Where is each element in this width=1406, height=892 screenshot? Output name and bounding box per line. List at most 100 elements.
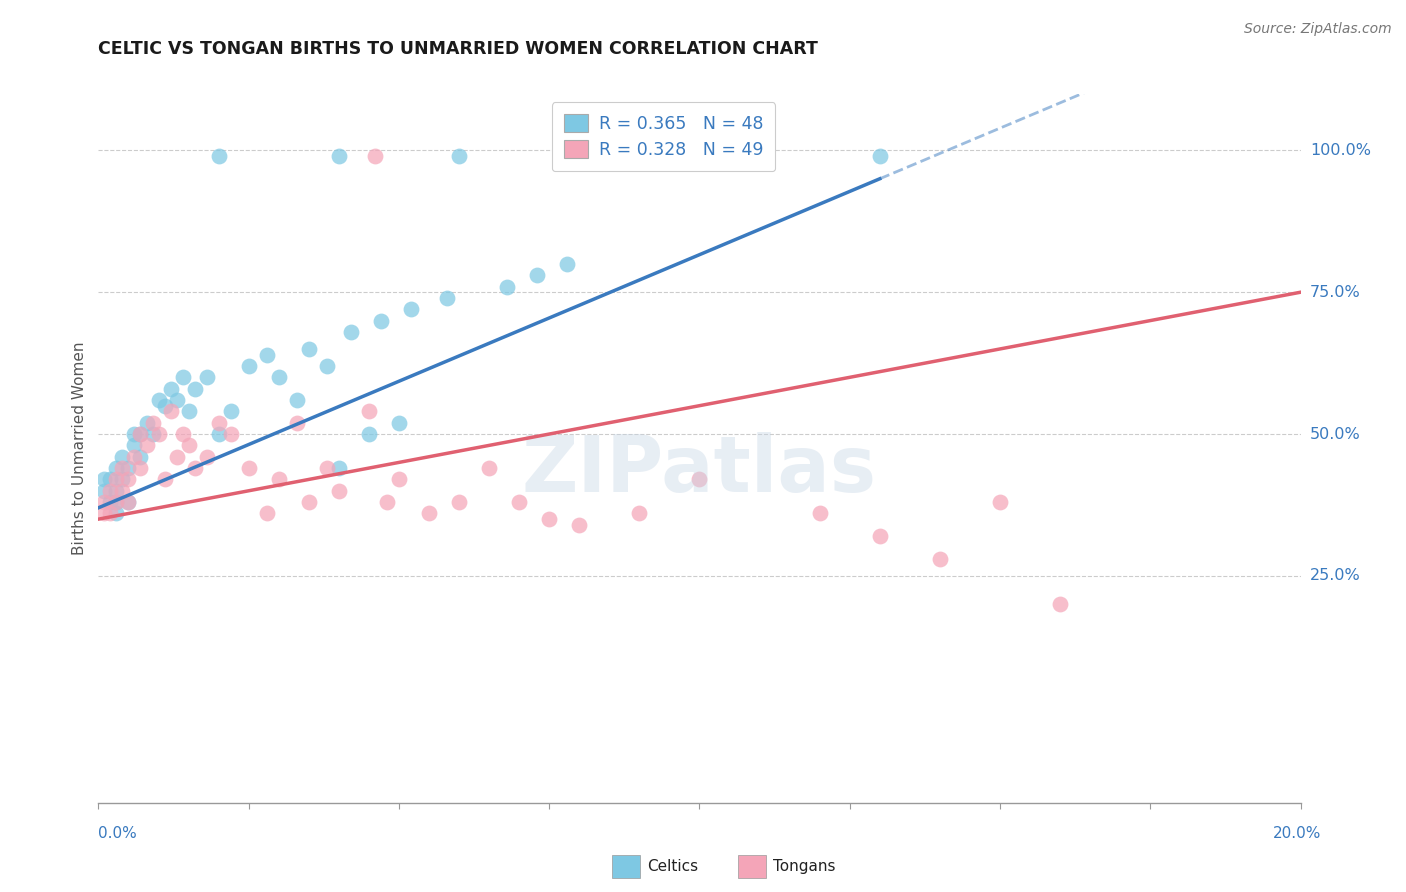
Point xyxy=(183,461,205,475)
Point xyxy=(105,472,128,486)
Point xyxy=(555,257,578,271)
Point xyxy=(172,427,194,442)
Point xyxy=(105,507,128,521)
Point xyxy=(478,461,501,475)
Point xyxy=(124,450,146,464)
Point xyxy=(166,450,188,464)
Text: 0.0%: 0.0% xyxy=(98,827,138,841)
Point xyxy=(328,461,350,475)
Point xyxy=(328,149,350,163)
Point xyxy=(688,472,710,486)
Point xyxy=(929,552,952,566)
Point xyxy=(111,461,134,475)
Point xyxy=(526,268,548,283)
Point xyxy=(100,495,122,509)
Point xyxy=(129,450,152,464)
Point xyxy=(153,399,176,413)
Point xyxy=(141,416,163,430)
Point xyxy=(364,149,387,163)
Point xyxy=(256,348,278,362)
Text: 20.0%: 20.0% xyxy=(1274,827,1322,841)
Point xyxy=(129,427,152,442)
Point xyxy=(375,495,398,509)
Text: Celtics: Celtics xyxy=(647,859,697,874)
Point xyxy=(285,416,308,430)
Point xyxy=(93,507,115,521)
Point xyxy=(124,427,146,442)
Text: CELTIC VS TONGAN BIRTHS TO UNMARRIED WOMEN CORRELATION CHART: CELTIC VS TONGAN BIRTHS TO UNMARRIED WOM… xyxy=(98,40,818,58)
Text: 25.0%: 25.0% xyxy=(1310,568,1361,583)
Point xyxy=(328,483,350,498)
Point xyxy=(153,472,176,486)
Text: Source: ZipAtlas.com: Source: ZipAtlas.com xyxy=(1244,22,1392,37)
Point xyxy=(148,392,170,407)
Point xyxy=(100,483,122,498)
Point xyxy=(208,427,231,442)
Point xyxy=(129,427,152,442)
Point xyxy=(195,370,218,384)
Point xyxy=(195,450,218,464)
Point xyxy=(298,342,321,356)
Point xyxy=(111,483,134,498)
Point xyxy=(93,483,115,498)
Point xyxy=(183,382,205,396)
Point xyxy=(135,416,157,430)
Point xyxy=(93,495,115,509)
Point xyxy=(172,370,194,384)
Point xyxy=(105,495,128,509)
Point xyxy=(219,427,242,442)
Point xyxy=(166,392,188,407)
Point xyxy=(100,507,122,521)
Point xyxy=(508,495,530,509)
Point xyxy=(869,149,891,163)
Point xyxy=(148,427,170,442)
Point xyxy=(436,291,458,305)
Point xyxy=(159,382,181,396)
Point xyxy=(628,507,651,521)
Point xyxy=(219,404,242,418)
Point xyxy=(111,472,134,486)
Point xyxy=(1049,597,1071,611)
Point xyxy=(117,472,139,486)
Legend: R = 0.365   N = 48, R = 0.328   N = 49: R = 0.365 N = 48, R = 0.328 N = 49 xyxy=(551,103,775,171)
Text: 50.0%: 50.0% xyxy=(1310,426,1361,442)
Point xyxy=(208,149,231,163)
Point xyxy=(93,472,115,486)
Y-axis label: Births to Unmarried Women: Births to Unmarried Women xyxy=(72,342,87,555)
Point xyxy=(111,450,134,464)
Point xyxy=(315,461,337,475)
Text: 75.0%: 75.0% xyxy=(1310,285,1361,300)
Point xyxy=(100,472,122,486)
Point xyxy=(418,507,440,521)
Point xyxy=(568,517,591,532)
Point xyxy=(267,472,290,486)
Point xyxy=(238,461,260,475)
Point xyxy=(388,472,411,486)
Point xyxy=(447,495,470,509)
Point xyxy=(808,507,831,521)
Point xyxy=(238,359,260,373)
Point xyxy=(135,438,157,452)
Point xyxy=(388,416,411,430)
Point xyxy=(177,438,200,452)
Point xyxy=(117,495,139,509)
Point xyxy=(357,404,380,418)
Point xyxy=(869,529,891,543)
Point xyxy=(117,495,139,509)
Point xyxy=(256,507,278,521)
Point xyxy=(399,302,422,317)
Point xyxy=(267,370,290,384)
Point xyxy=(141,427,163,442)
Point xyxy=(105,483,128,498)
Point xyxy=(357,427,380,442)
Text: 100.0%: 100.0% xyxy=(1310,143,1371,158)
Point xyxy=(298,495,321,509)
Point xyxy=(105,461,128,475)
Point xyxy=(315,359,337,373)
Point xyxy=(496,279,519,293)
Point xyxy=(129,461,152,475)
Point xyxy=(177,404,200,418)
Point xyxy=(124,438,146,452)
Point xyxy=(208,416,231,430)
Point xyxy=(370,313,392,327)
